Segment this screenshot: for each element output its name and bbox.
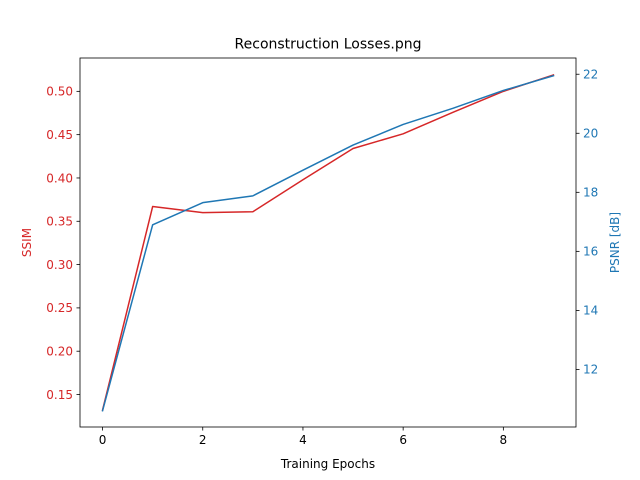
x-tick-label: 8 [500,433,508,447]
left-y-tick-label: 0.30 [46,258,73,272]
right-y-tick-label: 18 [583,186,598,200]
plot-frame [79,57,577,428]
plot-area [101,73,555,412]
axes: 0 2 4 6 8 0.15 0.20 0.25 0.30 0.35 0.40 0.45 0.50 12 1… [46,57,598,447]
right-axis-label: PSNR [dB] [608,212,622,273]
left-y-tick-label: 0.45 [46,128,73,142]
x-axis-label: Training Epochs [280,457,375,471]
right-y-tick-label: 14 [583,304,598,318]
x-tick-label: 6 [399,433,407,447]
chart-title: Reconstruction Losses.png [235,37,422,53]
psnr-series-line [101,74,555,412]
x-tick-label: 4 [299,433,307,447]
left-y-tick-label: 0.35 [46,215,73,229]
x-tick-label: 0 [99,433,107,447]
left-y-tick-label: 0.25 [46,301,73,315]
right-y-tick-label: 12 [583,363,598,377]
right-y-tick-label: 16 [583,245,598,259]
left-y-tick-label: 0.20 [46,345,73,359]
x-tick-label: 2 [199,433,207,447]
left-y-tick-label: 0.40 [46,171,73,185]
left-y-tick-label: 0.15 [46,388,73,402]
left-y-tick-label: 0.50 [46,85,73,99]
right-y-tick-label: 22 [583,68,598,82]
right-y-tick-label: 20 [583,127,598,141]
left-axis-label: SSIM [20,228,34,257]
ssim-series-line [101,73,555,412]
